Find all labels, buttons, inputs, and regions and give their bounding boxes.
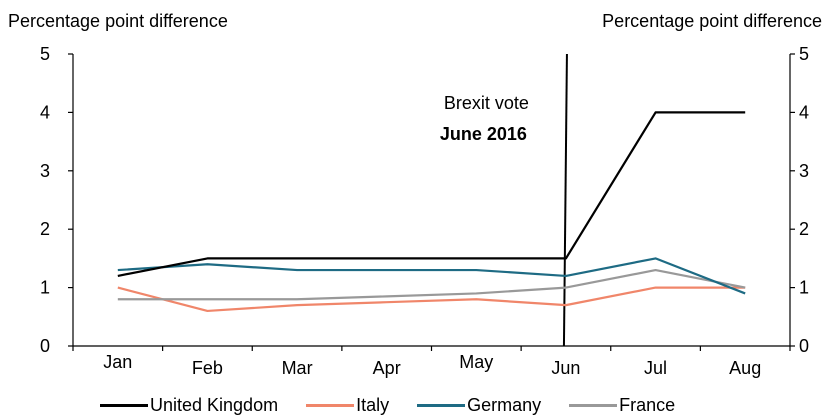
legend-label: Italy: [356, 394, 390, 415]
y-tick-label-right: 1: [799, 278, 809, 298]
y-axis-title-right: Percentage point difference: [602, 11, 822, 31]
y-tick-label-right: 4: [799, 102, 809, 122]
x-tick-label: Apr: [373, 358, 401, 378]
y-tick-label-right: 3: [799, 161, 809, 181]
x-tick-label: Jul: [644, 358, 667, 378]
y-tick-label-right: 2: [799, 219, 809, 239]
y-axis-title-left: Percentage point difference: [8, 11, 228, 31]
x-tick-label: Feb: [192, 358, 223, 378]
annotation-text-date: June 2016: [440, 124, 527, 144]
x-tick-label: Aug: [729, 358, 761, 378]
y-tick-label-left: 4: [40, 102, 50, 122]
legend-swatch: [417, 403, 466, 407]
legend-label: France: [619, 394, 676, 415]
x-tick-label: Mar: [282, 358, 313, 378]
y-tick-label-right: 0: [799, 336, 809, 356]
legend-item: United Kingdom: [100, 395, 278, 416]
legend-label: United Kingdom: [150, 394, 279, 415]
y-tick-label-left: 5: [40, 44, 50, 64]
legend-item: Germany: [417, 395, 541, 416]
y-tick-label-right: 5: [799, 44, 809, 64]
y-tick-label-left: 3: [40, 161, 50, 181]
y-tick-label-left: 1: [40, 278, 50, 298]
x-tick-label: Jan: [103, 352, 132, 372]
legend-item: France: [569, 395, 675, 416]
series-line-united-kingdom: [117, 111, 746, 277]
series-line-france: [117, 268, 746, 301]
x-tick-label: Jun: [551, 358, 580, 378]
x-tick-label: May: [459, 352, 493, 372]
brexit-vote-line: [562, 53, 568, 347]
legend-label: Germany: [467, 394, 542, 415]
legend: United Kingdom Italy Germany France: [100, 394, 703, 416]
legend-swatch: [569, 403, 618, 407]
legend-swatch: [306, 403, 355, 407]
annotation-text: Brexit vote: [444, 93, 529, 113]
series-line-germany: [117, 257, 746, 295]
y-tick-label-left: 0: [40, 336, 50, 356]
y-tick-label-left: 2: [40, 219, 50, 239]
series-line-italy: [117, 286, 746, 313]
legend-item: Italy: [306, 395, 389, 416]
legend-swatch: [100, 403, 148, 407]
